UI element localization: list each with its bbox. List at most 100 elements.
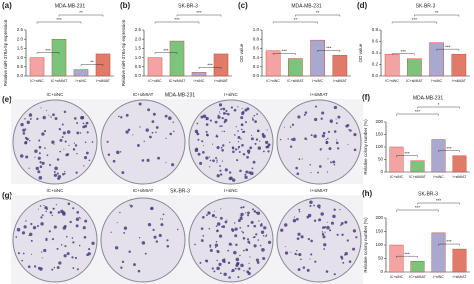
colony xyxy=(219,125,221,127)
significance-label: *** xyxy=(404,251,410,256)
colony xyxy=(234,227,238,231)
colony xyxy=(37,170,41,174)
colony xyxy=(245,121,247,124)
colony xyxy=(326,171,329,173)
significance-bracket xyxy=(396,155,418,158)
colony xyxy=(284,223,288,227)
colony xyxy=(300,258,302,261)
colony xyxy=(235,126,237,128)
y-tick-label: 150 xyxy=(375,132,383,137)
colony xyxy=(53,173,58,177)
colony xyxy=(56,247,59,250)
colony xyxy=(25,155,29,159)
colony xyxy=(310,239,313,243)
colony xyxy=(161,218,163,220)
colony xyxy=(139,126,141,128)
colony xyxy=(326,221,328,223)
y-tick-label: 1.0 xyxy=(135,55,142,60)
colony xyxy=(240,123,244,127)
colony xyxy=(337,147,340,150)
significance-label: *** xyxy=(446,239,452,244)
colony xyxy=(141,241,146,245)
colony xyxy=(143,140,145,142)
colony xyxy=(50,116,52,118)
colony xyxy=(333,105,338,110)
colony xyxy=(78,244,81,247)
colony xyxy=(112,159,116,163)
colony xyxy=(83,235,87,239)
colony xyxy=(34,156,36,158)
colony xyxy=(218,262,222,266)
colony xyxy=(216,250,220,254)
colony xyxy=(244,175,248,179)
colony xyxy=(202,235,205,237)
colony xyxy=(199,161,203,165)
significance-bracket xyxy=(272,53,296,56)
colony xyxy=(241,107,243,110)
colony xyxy=(221,148,224,152)
colony xyxy=(214,246,217,249)
colony xyxy=(165,162,167,164)
colony xyxy=(333,273,336,276)
colony xyxy=(127,128,131,132)
colony xyxy=(336,233,339,236)
colony xyxy=(209,249,213,253)
significance-bracket xyxy=(80,64,104,67)
significance-bracket xyxy=(176,14,222,17)
colony xyxy=(233,108,237,112)
panel-label: (e) xyxy=(2,95,12,104)
colony xyxy=(228,176,232,181)
colony xyxy=(43,129,47,133)
y-axis-label: Relative miR-378a-5p expression xyxy=(3,19,8,86)
colony xyxy=(58,128,61,131)
colony xyxy=(246,155,249,159)
significance-label: *** xyxy=(326,45,332,50)
colony xyxy=(283,126,285,128)
colony xyxy=(40,216,43,219)
colony xyxy=(340,221,344,225)
colony xyxy=(158,233,162,238)
significance-label: ** xyxy=(90,60,94,65)
colony xyxy=(28,235,30,237)
colony xyxy=(67,202,71,206)
colony xyxy=(59,150,62,153)
x-tick-label: I+siNC xyxy=(433,175,444,179)
colony xyxy=(216,229,219,232)
x-tick-label: I+siMIAT xyxy=(214,79,229,83)
colony xyxy=(218,103,223,107)
bar xyxy=(147,57,163,77)
y-axis-label: OD value xyxy=(358,43,363,62)
significance-label: *** xyxy=(401,49,407,54)
colony xyxy=(60,244,63,246)
colony xyxy=(234,267,237,270)
colony xyxy=(237,141,240,143)
chart-title: SK-BR-3 xyxy=(416,3,436,9)
colony xyxy=(240,116,244,120)
colony xyxy=(79,132,82,134)
colony xyxy=(220,146,223,149)
colony xyxy=(207,211,211,215)
significance-label: *** xyxy=(45,48,51,53)
colony xyxy=(31,253,33,255)
colony xyxy=(41,251,43,253)
significance-label: *** xyxy=(196,10,202,15)
x-tick-label: IC+siMIAT xyxy=(287,79,304,83)
colony xyxy=(75,217,80,221)
colony xyxy=(257,146,262,150)
colony xyxy=(106,140,109,143)
colony xyxy=(255,138,259,141)
colony xyxy=(266,129,268,131)
colony xyxy=(36,117,39,120)
colony xyxy=(84,124,88,128)
colony xyxy=(317,171,319,174)
colony xyxy=(325,139,327,141)
colony xyxy=(352,229,357,233)
colony xyxy=(76,122,79,124)
colony xyxy=(296,217,299,221)
x-tick-label: I+siMIAT xyxy=(333,79,348,83)
colony xyxy=(66,252,70,256)
colony xyxy=(53,143,55,145)
colony xyxy=(200,115,204,119)
colony xyxy=(265,140,269,144)
y-tick-label: 0.4 xyxy=(253,55,260,60)
